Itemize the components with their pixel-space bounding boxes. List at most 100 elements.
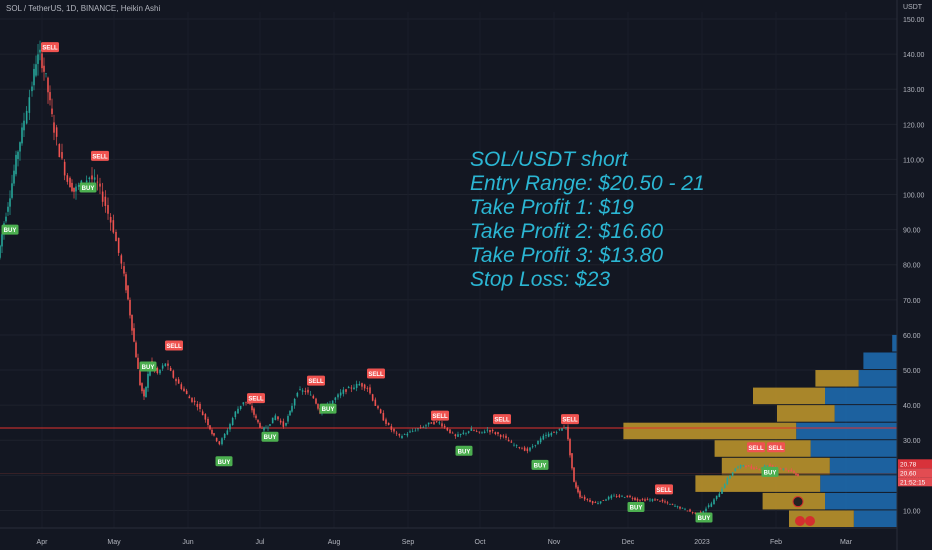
candle-body: [710, 503, 713, 507]
candle-body: [237, 408, 239, 414]
candle-body: [577, 486, 579, 493]
candle-body: [263, 427, 265, 431]
candle-body: [107, 205, 109, 214]
candle-body: [71, 182, 73, 192]
volume-profile-bar: [829, 457, 897, 475]
candle-body: [438, 422, 441, 424]
candle-body: [443, 425, 446, 428]
candle-body: [446, 428, 449, 431]
candle-body: [787, 470, 790, 472]
candle-body: [494, 432, 497, 434]
candle-body: [417, 428, 419, 430]
buy-signal: [531, 459, 549, 470]
candle-body: [629, 495, 631, 497]
candle-body: [21, 127, 23, 144]
candle-body: [763, 465, 766, 468]
annotation-title: SOL/USDT short: [470, 148, 628, 171]
y-tick-label: 150.00: [903, 17, 925, 24]
candle-body: [245, 401, 247, 403]
volume-profile-bar: [815, 370, 859, 387]
candle-body: [133, 328, 135, 342]
candle-body: [37, 54, 39, 64]
candle-body: [636, 498, 639, 501]
x-tick-label: Sep: [402, 539, 415, 546]
candle-body: [277, 416, 279, 420]
candle-body: [454, 434, 457, 437]
candle-body: [623, 497, 626, 499]
candle-body: [518, 447, 521, 448]
buy-signal: [695, 512, 713, 523]
candle-body: [790, 469, 793, 472]
sell-signal-label: SELL: [42, 46, 58, 52]
candle-body: [221, 438, 223, 445]
candle-body: [123, 266, 125, 274]
candle-body: [537, 440, 539, 445]
candle-body: [23, 120, 25, 131]
candle-body: [550, 432, 553, 436]
price-tag-label: 21:52:15: [900, 479, 926, 486]
y-tick-label: 10.00: [903, 508, 921, 515]
candle-body: [618, 495, 621, 497]
candle-body: [374, 399, 377, 406]
candle-body: [213, 433, 215, 436]
candle-body: [282, 421, 285, 427]
candle-body: [718, 493, 721, 498]
candle-body: [47, 77, 49, 93]
candle-body: [581, 497, 583, 498]
candle-body: [191, 397, 193, 402]
buy-signal-label: BUY: [764, 470, 777, 476]
candle-body: [483, 431, 486, 434]
candle-body: [231, 418, 234, 426]
candle-body: [363, 384, 366, 389]
buy-signal-label: BUY: [698, 516, 711, 522]
candle-body: [631, 498, 634, 499]
candle-body: [112, 220, 115, 233]
symbol-header: SOL / TetherUS, 1D, BINANCE, Heikin Ashi: [6, 4, 161, 13]
candle-body: [193, 400, 196, 403]
candle-body: [371, 394, 374, 401]
volume-profile-bar: [853, 510, 897, 527]
candle-body: [96, 181, 99, 183]
candle-body: [473, 429, 475, 431]
candle-body: [491, 429, 494, 432]
candle-body: [331, 400, 334, 404]
candle-body: [497, 432, 499, 435]
sell-signal: [367, 368, 385, 379]
candle-body: [229, 424, 231, 430]
candle-body: [651, 499, 654, 501]
sell-signal-label: SELL: [92, 154, 108, 160]
candle-body: [654, 499, 656, 501]
candle-body: [279, 420, 282, 423]
candle-body: [747, 465, 750, 467]
candle-body: [659, 500, 661, 502]
candle-body: [261, 427, 263, 429]
candle-body: [347, 386, 350, 389]
volume-profile-bar: [623, 422, 797, 440]
candle-body: [61, 152, 63, 159]
candle-body: [33, 68, 35, 86]
candle-body: [147, 373, 149, 388]
candle-body: [515, 444, 518, 446]
candle-body: [427, 422, 430, 425]
candle-body: [679, 506, 681, 509]
candle-body: [523, 447, 526, 451]
candle-body: [715, 495, 718, 499]
candle-body: [793, 470, 795, 473]
buy-signal-label: BUY: [82, 186, 95, 192]
candle-body: [478, 431, 481, 433]
sell-signal-label: SELL: [432, 414, 448, 420]
candle-body: [771, 465, 774, 468]
candle-body: [366, 387, 369, 389]
candle-body: [285, 422, 287, 426]
candle-body: [143, 389, 145, 397]
candle-body: [58, 144, 61, 158]
candle-body: [218, 441, 221, 445]
candle-body: [641, 498, 644, 500]
candle-body: [209, 425, 211, 430]
candle-body: [713, 499, 715, 505]
candle-body: [575, 482, 577, 488]
sell-signal-label: SELL: [768, 446, 784, 452]
candle-body: [69, 177, 71, 188]
